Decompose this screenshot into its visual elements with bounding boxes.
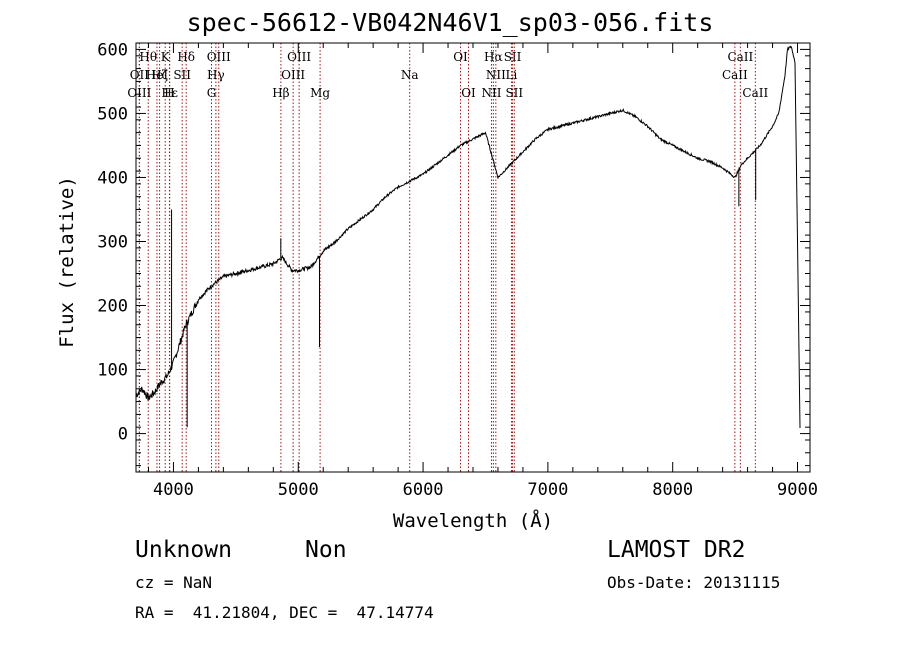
redshift-value: cz = NaN [135, 573, 213, 592]
line-label-19: OI [461, 86, 476, 100]
x-tick-label-4: 8000 [652, 480, 693, 500]
y-tick-label-3: 300 [97, 232, 128, 252]
sky-coordinates: RA = 41.21804, DEC = 47.14774 [135, 603, 434, 622]
object-class: Unknown [135, 537, 232, 563]
y-axis-label: Flux (relative) [56, 176, 78, 348]
x-tick-label-2: 6000 [403, 480, 444, 500]
line-label-24: Li [506, 68, 518, 82]
y-tick-label-2: 200 [97, 297, 128, 317]
survey-name: LAMOST DR2 [607, 537, 746, 563]
line-label-5: K [161, 50, 171, 64]
line-label-2: OIII [127, 86, 151, 100]
line-label-27: CaII [722, 68, 748, 82]
line-label-9: SII [173, 68, 191, 82]
x-tick-label-5: 9000 [777, 480, 818, 500]
spectrum-trace [136, 45, 801, 429]
line-label-16: Mg [310, 86, 330, 100]
line-label-3: Hζ [151, 68, 168, 82]
observation-date: Obs-Date: 20131115 [607, 573, 781, 592]
line-label-7: H [164, 86, 174, 100]
line-label-23: SII [504, 50, 522, 64]
x-axis-label: Wavelength (Å) [392, 510, 554, 532]
line-label-22: NII [481, 86, 501, 100]
line-label-0: Hθ [139, 50, 157, 64]
line-label-21: NII [486, 68, 506, 82]
y-tick-label-6: 600 [97, 40, 128, 60]
y-tick-label-4: 400 [97, 168, 128, 188]
line-label-28: CaII [742, 86, 768, 100]
line-label-13: Hβ [272, 86, 289, 100]
line-label-18: OI [453, 50, 468, 64]
line-label-6: HeI [146, 68, 169, 82]
line-label-8: Hδ [177, 50, 195, 64]
x-tick-label-1: 5000 [278, 480, 319, 500]
line-label-20: Hα [484, 50, 503, 64]
line-label-10: OIII [207, 50, 231, 64]
line-label-14: OIII [287, 50, 311, 64]
line-label-12: G [207, 86, 217, 100]
plot-frame [135, 42, 811, 473]
chart-title: spec-56612-VB042N46V1_sp03-056.fits [186, 8, 714, 37]
x-tick-label-0: 4000 [153, 480, 194, 500]
line-label-11: Hγ [207, 68, 225, 82]
y-tick-label-1: 100 [97, 361, 128, 381]
y-tick-label-5: 500 [97, 104, 128, 124]
line-label-17: Na [401, 68, 419, 82]
object-subclass: Non [305, 537, 347, 563]
x-tick-label-3: 7000 [527, 480, 568, 500]
line-label-26: CaII [727, 50, 753, 64]
line-label-15: OIII [281, 68, 305, 82]
y-tick-label-0: 0 [118, 425, 128, 445]
line-label-25: SII [505, 86, 523, 100]
